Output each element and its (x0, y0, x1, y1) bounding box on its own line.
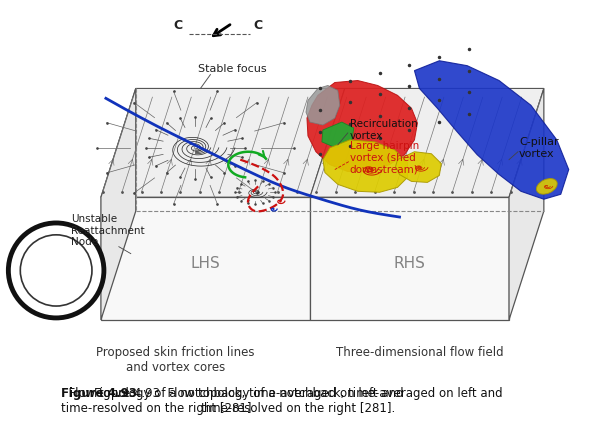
Text: Flow topology of a notchback, time-averaged on left and
time-resolved on the rig: Flow topology of a notchback, time-avera… (61, 387, 403, 415)
Polygon shape (322, 122, 354, 148)
Polygon shape (307, 81, 417, 172)
Text: Figure 4.93  Flow topology of a notchback, time-averaged on left and
time-resolv: Figure 4.93 Flow topology of a notchback… (94, 387, 502, 415)
Polygon shape (509, 89, 544, 320)
Text: C-pillar
vortex: C-pillar vortex (519, 137, 558, 159)
Text: LHS: LHS (191, 256, 221, 271)
Ellipse shape (536, 179, 557, 194)
Circle shape (8, 223, 104, 318)
Polygon shape (323, 140, 408, 192)
Polygon shape (101, 197, 310, 320)
Text: Stable focus: Stable focus (198, 64, 266, 74)
Text: $\mathbf{C}$: $\mathbf{C}$ (253, 19, 263, 32)
Polygon shape (310, 197, 509, 320)
Text: Proposed skin friction lines
and vortex cores: Proposed skin friction lines and vortex … (97, 346, 255, 374)
Text: Figure 4.93: Figure 4.93 (61, 387, 137, 400)
Polygon shape (306, 86, 340, 125)
Text: Three-dimensional flow field: Three-dimensional flow field (336, 346, 503, 359)
Text: Recirculation
vortex: Recirculation vortex (350, 119, 418, 141)
Text: $\mathbf{C}$: $\mathbf{C}$ (173, 19, 184, 32)
Text: RHS: RHS (393, 256, 426, 271)
Text: Large hairpin
vortex (shed
downstream): Large hairpin vortex (shed downstream) (350, 141, 419, 174)
Polygon shape (310, 89, 544, 197)
Polygon shape (101, 89, 136, 320)
Polygon shape (101, 89, 344, 197)
Polygon shape (396, 152, 441, 182)
Text: Unstable
Reattachment
Node: Unstable Reattachment Node (71, 214, 145, 248)
Polygon shape (414, 61, 569, 199)
